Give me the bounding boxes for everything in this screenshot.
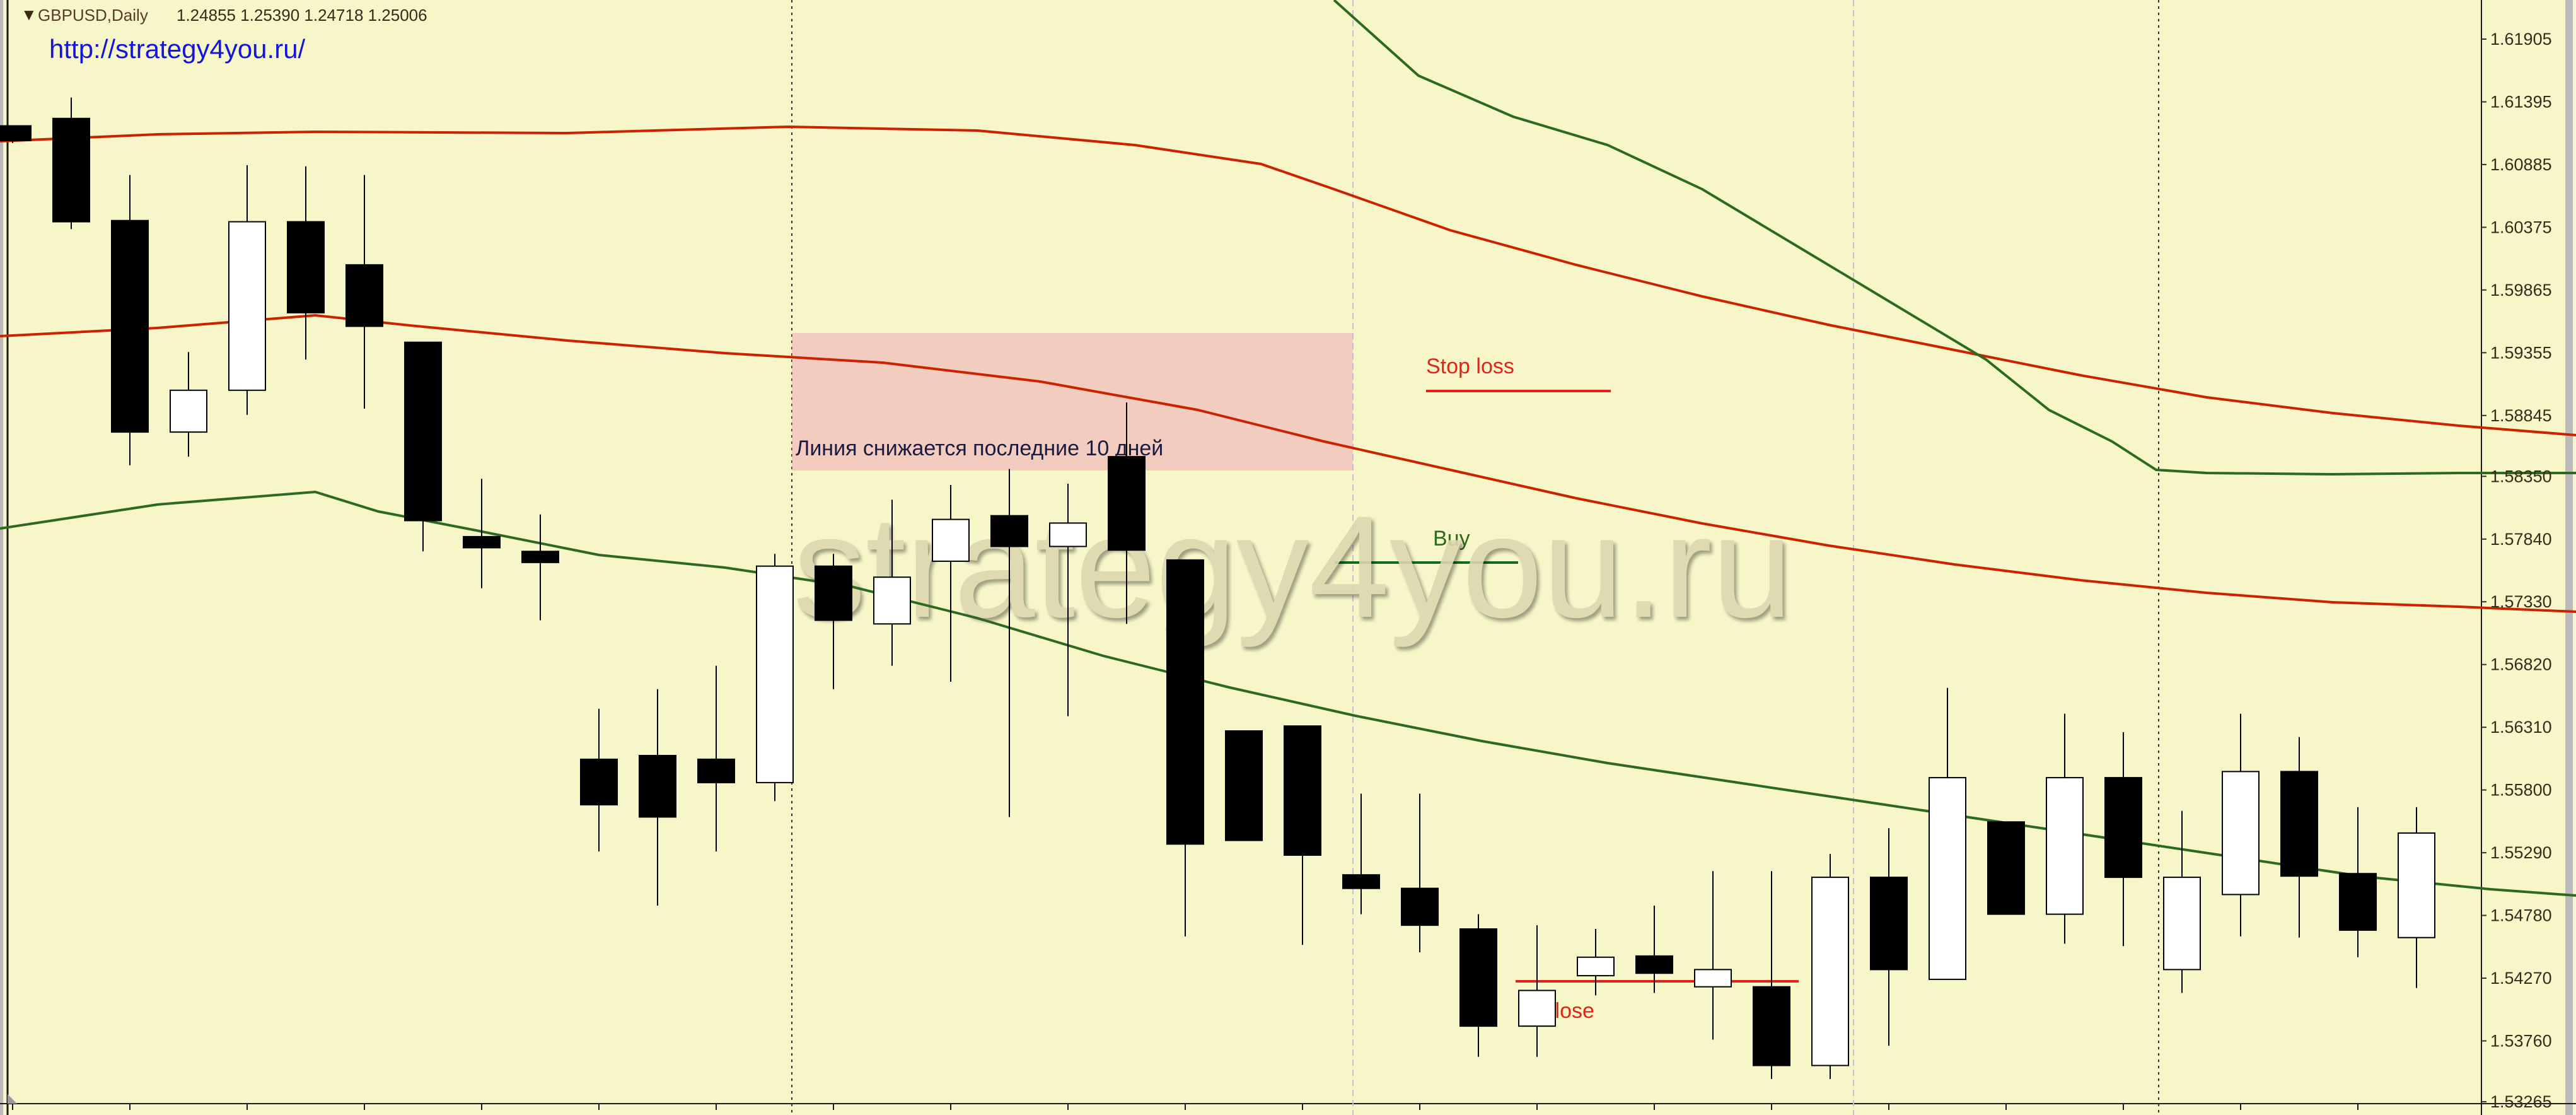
svg-text:1.53265: 1.53265 — [2490, 1092, 2552, 1111]
svg-text:1.59865: 1.59865 — [2490, 281, 2552, 300]
svg-text:1.53760: 1.53760 — [2490, 1032, 2552, 1051]
svg-text:strategy4you.ru: strategy4you.ru — [793, 486, 1792, 648]
svg-text:1.60375: 1.60375 — [2490, 218, 2552, 236]
svg-text:1.61905: 1.61905 — [2490, 30, 2552, 49]
svg-text:1.59355: 1.59355 — [2490, 343, 2552, 362]
svg-text:1.55800: 1.55800 — [2490, 781, 2552, 800]
svg-text:▼: ▼ — [21, 5, 37, 24]
svg-text:GBPUSD,Daily: GBPUSD,Daily — [38, 6, 148, 25]
svg-text:1.55290: 1.55290 — [2490, 843, 2552, 862]
svg-text:1.61395: 1.61395 — [2490, 93, 2552, 112]
svg-text:1.54270: 1.54270 — [2490, 969, 2552, 988]
svg-text:http://strategy4you.ru/: http://strategy4you.ru/ — [49, 34, 306, 64]
svg-text:1.60885: 1.60885 — [2490, 155, 2552, 174]
svg-text:1.56310: 1.56310 — [2490, 718, 2552, 737]
svg-text:1.58845: 1.58845 — [2490, 406, 2552, 425]
svg-text:1.57840: 1.57840 — [2490, 530, 2552, 549]
svg-text:1.54780: 1.54780 — [2490, 906, 2552, 925]
svg-text:Stop loss: Stop loss — [1426, 354, 1514, 378]
svg-text:1.57330: 1.57330 — [2490, 592, 2552, 611]
svg-text:1.56820: 1.56820 — [2490, 655, 2552, 674]
svg-text:1.58350: 1.58350 — [2490, 467, 2552, 486]
svg-text:1.24855 1.25390 1.24718 1.2500: 1.24855 1.25390 1.24718 1.25006 — [177, 6, 427, 25]
